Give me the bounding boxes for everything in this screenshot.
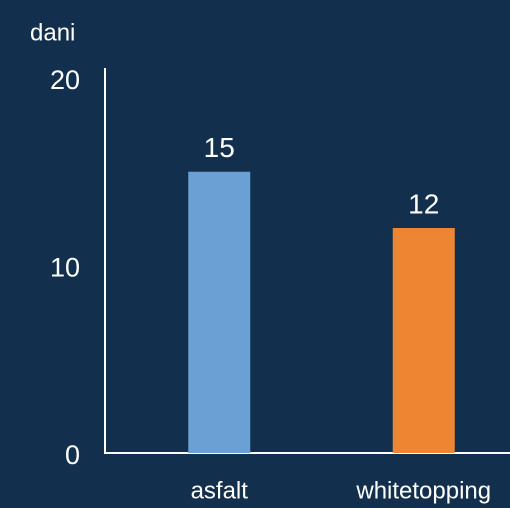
x-tick-label: asfalt (191, 477, 249, 504)
bar (188, 171, 251, 453)
value-label: 15 (204, 132, 235, 163)
y-tick-label: 10 (50, 253, 80, 283)
y-tick-label: 0 (65, 440, 80, 470)
x-tick-label: whitetopping (355, 477, 491, 504)
bar (392, 228, 455, 453)
y-tick-label: 20 (50, 65, 80, 95)
y-axis-label: dani (30, 19, 75, 46)
value-label: 12 (408, 188, 439, 219)
